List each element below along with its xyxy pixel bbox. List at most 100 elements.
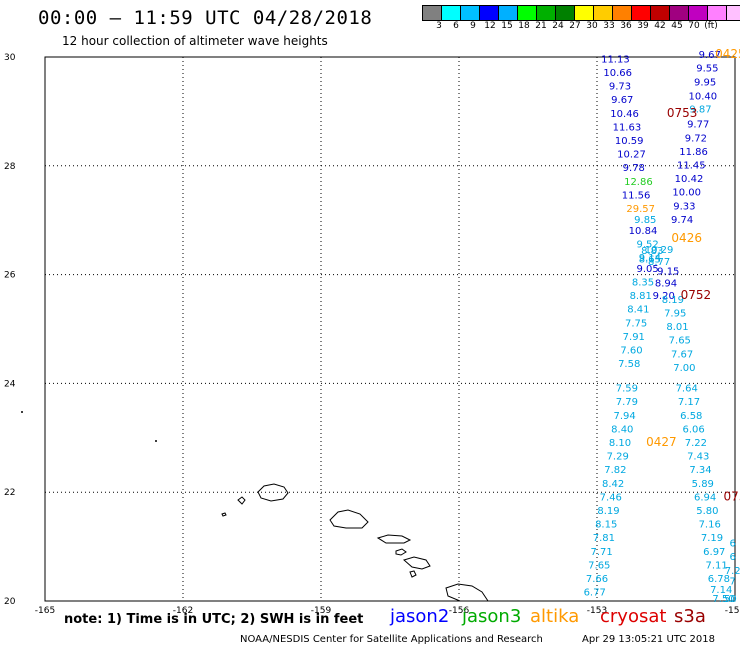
wave-height-label: 10.59 [615,136,644,147]
wave-height-label: 7.65 [588,560,610,571]
wave-height-label: 7.29 [607,452,629,463]
wave-height-label: 7.66 [586,574,608,585]
generated-timestamp: Apr 29 13:05:21 UTC 2018 [582,634,715,645]
wave-height-label: 7.19 [701,533,723,544]
wave-height-label: 7.67 [671,349,693,360]
wave-height-label: 7.17 [678,397,700,408]
map-title: 00:00 – 11:59 UTC 04/28/2018 [38,7,373,29]
wave-height-label: 8.01 [666,322,688,333]
pass-time-label: 0753 [667,106,698,120]
island-dot [155,440,157,442]
wave-height-label: 9.55 [696,64,718,75]
wave-height-label: 10.66 [603,68,632,79]
satellite-name: jason2 [390,606,450,627]
pass-time-label: 0425 [715,47,740,61]
wave-height-label: 7.64 [676,384,698,395]
island-outline [395,548,407,556]
wave-height-label: 7.75 [625,318,647,329]
wave-height-label: 29.57 [626,204,655,215]
wave-height-label: 11.56 [622,190,651,201]
satellite-name: jason3 [462,606,522,627]
legend-label: 15 [501,21,513,31]
wave-height-label: 8.41 [627,305,649,316]
wave-height-label: 9.67 [699,50,721,61]
wave-height-label: 7.60 [620,345,642,356]
wave-height-label: 8.19 [662,295,684,306]
wave-height-label: 10.00 [672,188,701,199]
island-outline [402,556,431,570]
wave-height-label: 10.29 [645,245,674,256]
legend-label: 30 [586,21,598,31]
wave-height-label: 8.94 [655,279,677,290]
legend-swatch [726,5,740,21]
x-tick-label: -162 [173,606,193,616]
wave-height-label: 7.16 [699,520,721,531]
wave-height-label: 8.83 [641,246,663,257]
legend-label: 21 [535,21,547,31]
island-outline [237,496,246,505]
wave-height-label: 9.52 [636,239,658,250]
x-tick-label: -159 [311,606,332,616]
wave-height-label: 7.14 [710,585,732,596]
wave-height-label: 8.15 [595,520,617,531]
wave-height-label: 10.40 [688,91,717,102]
wave-height-label: 6.94 [694,492,716,503]
wave-height-label: 9.14 [639,253,661,264]
wave-height-label: 8.42 [602,479,624,490]
y-tick-label: 28 [4,162,16,172]
wave-height-label: 10.27 [617,150,646,161]
wave-height-label: 12.86 [624,177,653,188]
color-scale-legend [422,5,740,21]
wave-height-label: 9.05 [636,264,658,275]
wave-height-label: 7.59 [616,384,638,395]
island-outline [445,583,489,602]
wave-height-label: 7.11 [705,560,727,571]
y-tick-label: 24 [4,379,16,389]
wave-height-label: 11.13 [601,54,630,65]
wave-height-label: 7.22 [685,438,707,449]
footer-note: note: 1) Time is in UTC; 2) SWH is in fe… [64,612,364,627]
legend-label: (ft) [704,21,718,31]
wave-height-label: 5.89 [692,479,714,490]
wave-height-label: 7 [730,577,736,588]
wave-height-label: 7.94 [613,411,635,422]
y-tick-label: 22 [4,488,15,498]
wave-height-label: 9.77 [687,120,709,131]
legend-label: 42 [654,21,666,31]
wave-height-label: 9.78 [623,163,645,174]
legend-label: 33 [603,21,615,31]
legend-label: 24 [552,21,564,31]
wave-height-label: 8.19 [597,506,619,517]
wave-height-label: 9.87 [689,104,711,115]
wave-height-label: 11.86 [679,147,708,158]
wave-height-label: 6 [730,552,736,563]
pass-time-label: 0426 [671,231,702,245]
wave-height-label: 6.58 [680,411,702,422]
wave-height-label: 10.46 [610,109,639,120]
wave-height-label: 7.95 [664,308,686,319]
wave-height-label: 8.35 [632,277,654,288]
legend-label: 18 [518,21,530,31]
x-tick-label: -165 [35,606,55,616]
wave-height-label: 7.65 [669,336,691,347]
island-outline [257,483,289,502]
legend-label: 9 [470,21,476,31]
wave-height-label: 6.78 [708,574,730,585]
legend-label: 36 [620,21,632,31]
y-tick-label: 30 [4,53,16,63]
satellite-name: s3a [674,606,706,627]
satellite-name: altika [530,606,580,627]
wave-height-label: 9.67 [611,95,633,106]
legend-label: 45 [671,21,683,31]
wave-height-label: 7.43 [687,452,709,463]
x-tick-label: -156 [449,606,470,616]
wave-height-label: 10.42 [675,174,704,185]
wave-height-label: 6.06 [682,424,704,435]
wave-height-label: 7.79 [616,397,638,408]
wave-height-label: 7.50 [712,594,734,605]
island-outline [409,570,417,578]
wave-height-label: 8.77 [648,257,670,268]
wave-height-label: 9.73 [609,82,631,93]
legend-label: 12 [484,21,496,31]
